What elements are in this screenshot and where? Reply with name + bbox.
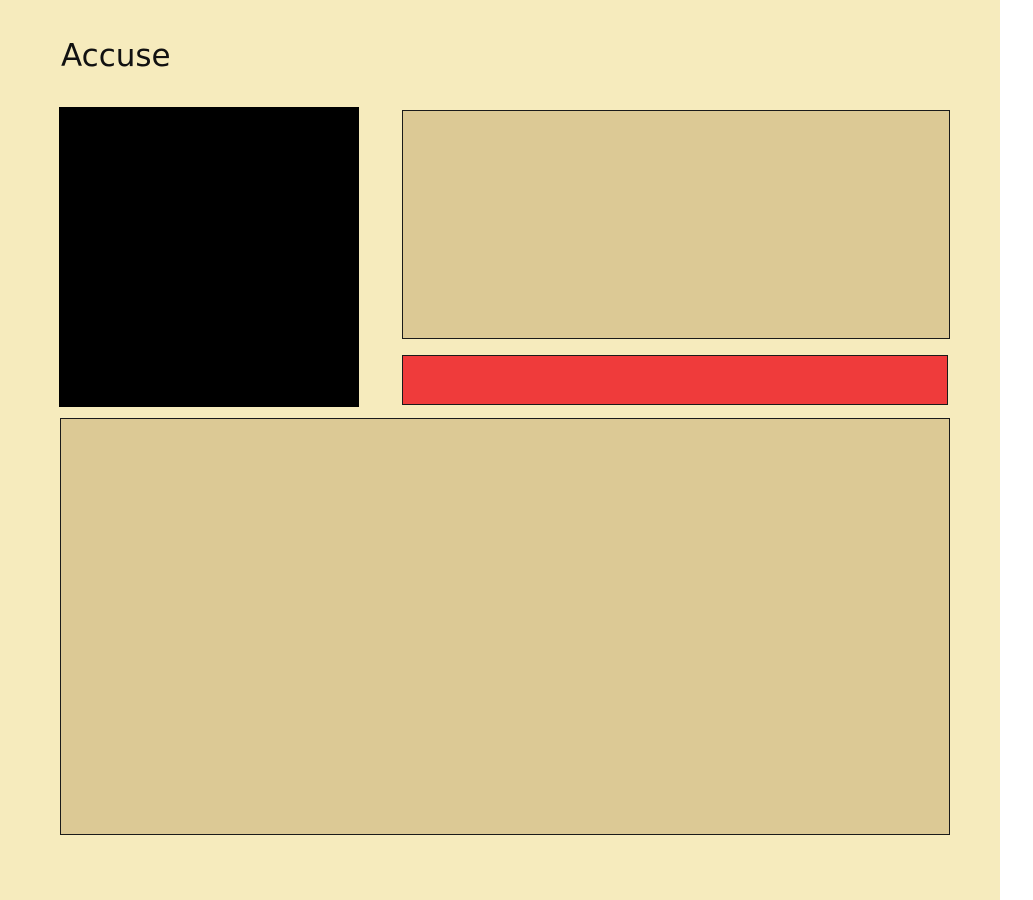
page-title: Accuse [61, 38, 171, 74]
description-panel [402, 110, 950, 339]
accuse-button[interactable] [402, 355, 948, 405]
dialogue-log-panel [60, 418, 950, 835]
game-screen: Accuse [0, 0, 1000, 900]
character-portrait [59, 107, 359, 407]
